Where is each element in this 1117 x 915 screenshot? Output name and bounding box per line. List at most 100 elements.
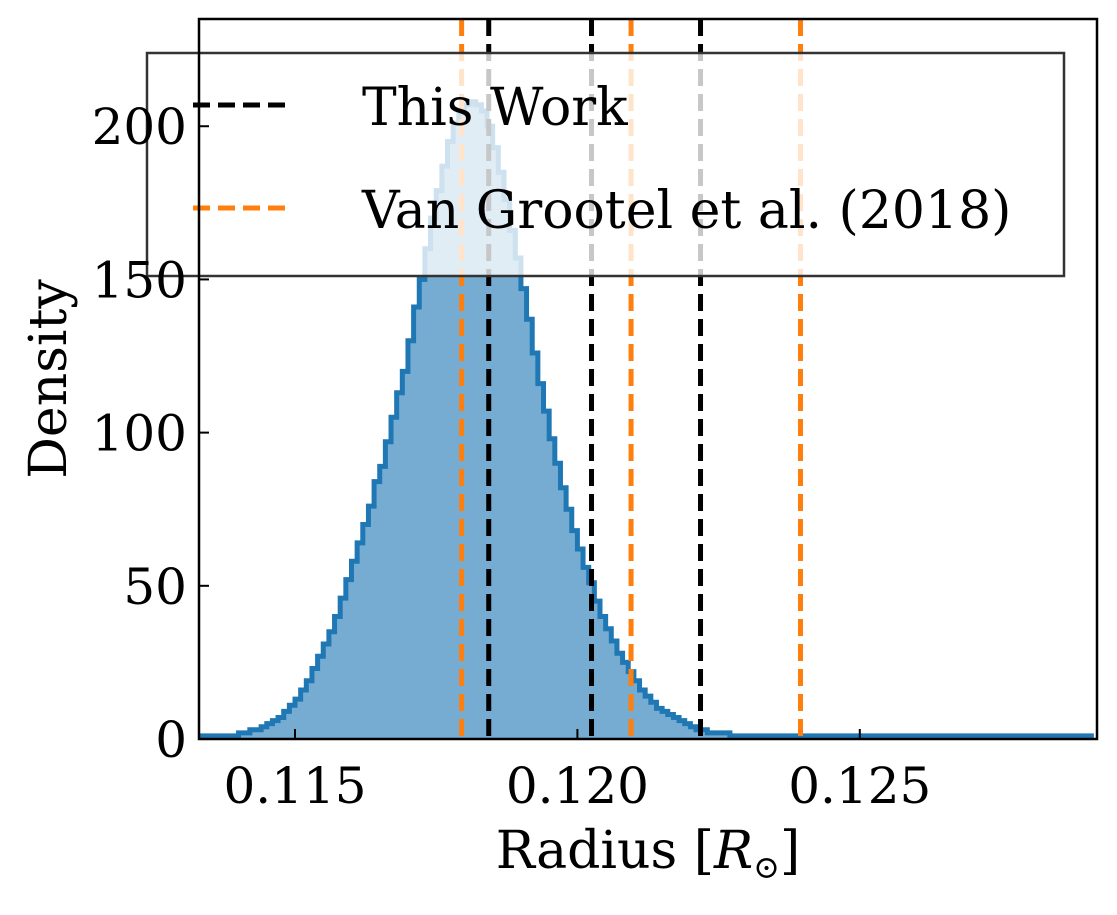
histogram-bar bbox=[605, 628, 612, 739]
histogram-bar bbox=[718, 732, 725, 739]
histogram-bar bbox=[701, 729, 708, 739]
histogram-bar bbox=[639, 689, 646, 739]
histogram-bar bbox=[453, 123, 460, 739]
histogram-bar bbox=[345, 579, 352, 739]
x-tick-label: 0.125 bbox=[788, 757, 931, 815]
x-tick-label: 0.120 bbox=[506, 757, 649, 815]
histogram-bar bbox=[554, 463, 561, 739]
histogram-bar bbox=[317, 656, 324, 739]
histogram-bar bbox=[707, 732, 714, 739]
histogram-bar bbox=[673, 717, 680, 739]
histogram-bar bbox=[424, 248, 431, 739]
histogram-bar bbox=[402, 371, 409, 739]
histogram-bar bbox=[526, 319, 533, 739]
histogram-bar bbox=[261, 726, 268, 739]
x-tick-label: 0.115 bbox=[223, 757, 366, 815]
histogram-bar bbox=[599, 616, 607, 739]
histogram-bar bbox=[441, 166, 448, 739]
histogram-bar bbox=[385, 441, 392, 739]
histogram-bar bbox=[374, 481, 381, 739]
legend-label: This Work bbox=[362, 78, 628, 138]
histogram-bar bbox=[470, 101, 477, 739]
legend-label: Van Grootel et al. (2018) bbox=[361, 181, 1011, 241]
histogram-bars-layer bbox=[199, 99, 1094, 739]
y-axis-label: Density bbox=[19, 279, 79, 479]
histogram-bar bbox=[498, 172, 505, 739]
histogram-bar bbox=[391, 417, 398, 739]
histogram-bar bbox=[537, 383, 544, 739]
histogram-bar bbox=[368, 506, 375, 739]
histogram-bar bbox=[255, 729, 262, 739]
histogram-bar bbox=[278, 717, 285, 739]
histogram-bar bbox=[357, 542, 364, 739]
histogram-bar bbox=[684, 723, 691, 739]
histogram-bar bbox=[532, 352, 539, 739]
x-axis-label: Radius [R⊙] bbox=[496, 821, 801, 886]
histogram-bar bbox=[323, 644, 330, 739]
histogram-bar bbox=[566, 509, 573, 739]
histogram-bar bbox=[667, 714, 674, 739]
histogram-bar bbox=[633, 680, 640, 739]
histogram-bar bbox=[712, 732, 719, 739]
histogram-bar bbox=[340, 598, 347, 739]
histogram-bar bbox=[334, 616, 341, 739]
histogram-bar bbox=[611, 640, 618, 739]
histogram-bar bbox=[622, 662, 629, 739]
histogram-bar bbox=[690, 726, 697, 739]
histogram-bar bbox=[351, 561, 358, 739]
histogram-bar bbox=[447, 141, 454, 739]
histogram-bar bbox=[662, 711, 669, 739]
y-tick-label: 150 bbox=[92, 251, 187, 309]
histogram-bar bbox=[419, 279, 426, 739]
legend-frame bbox=[145, 51, 1066, 278]
histogram-bar bbox=[464, 104, 471, 739]
histogram-bar bbox=[650, 702, 657, 739]
histogram-bar bbox=[289, 705, 296, 739]
histogram-bar bbox=[583, 567, 590, 739]
histogram-bar bbox=[481, 110, 488, 739]
histogram-bar bbox=[577, 549, 584, 739]
histogram-bar bbox=[724, 732, 731, 739]
histogram-bar bbox=[249, 729, 256, 739]
histogram-bar bbox=[328, 631, 335, 739]
histogram-bar bbox=[295, 699, 302, 739]
histogram-bar bbox=[656, 708, 663, 739]
axes: 0.115 0.120 0.125 0 50 100 150 200 Radius [R⊙] De… bbox=[19, 17, 1099, 886]
legend: This Work Van Grootel et al. (2018) bbox=[145, 51, 1066, 278]
histogram-bar bbox=[306, 680, 313, 739]
histogram-bar bbox=[283, 711, 290, 739]
histogram-bar bbox=[594, 601, 601, 739]
y-tick-label: 100 bbox=[92, 405, 187, 463]
histogram-bar bbox=[407, 340, 415, 739]
histogram-bar bbox=[616, 653, 623, 739]
y-tick-label: 200 bbox=[92, 98, 187, 156]
histogram-bar bbox=[503, 199, 511, 739]
histogram-bar bbox=[549, 438, 556, 739]
histogram-bar bbox=[645, 696, 652, 739]
histogram-bar bbox=[238, 732, 245, 739]
histogram-bar bbox=[396, 392, 403, 739]
histogram-bar bbox=[266, 723, 273, 739]
histogram-bar bbox=[379, 466, 386, 739]
y-tick-label: 0 bbox=[155, 711, 187, 769]
histogram-outline bbox=[199, 99, 1094, 739]
histogram-bar bbox=[515, 257, 522, 739]
histogram-bar bbox=[571, 530, 578, 739]
histogram-bar bbox=[543, 411, 550, 739]
histogram-bar bbox=[509, 230, 516, 739]
histogram-bar bbox=[430, 218, 437, 739]
histogram-bar bbox=[436, 190, 443, 739]
histogram-bar bbox=[475, 104, 482, 739]
reference-lines-layer bbox=[459, 19, 803, 739]
plot-frame bbox=[197, 17, 1099, 741]
histogram-bar bbox=[413, 307, 420, 739]
histogram-bar bbox=[272, 720, 279, 739]
histogram-bar bbox=[362, 524, 369, 739]
histogram-bar bbox=[311, 668, 319, 739]
histogram-bar bbox=[244, 732, 251, 739]
histogram-bar bbox=[679, 720, 686, 739]
histogram-bar bbox=[560, 487, 567, 739]
histogram-bar bbox=[300, 689, 307, 739]
histogram-bar bbox=[520, 288, 527, 739]
